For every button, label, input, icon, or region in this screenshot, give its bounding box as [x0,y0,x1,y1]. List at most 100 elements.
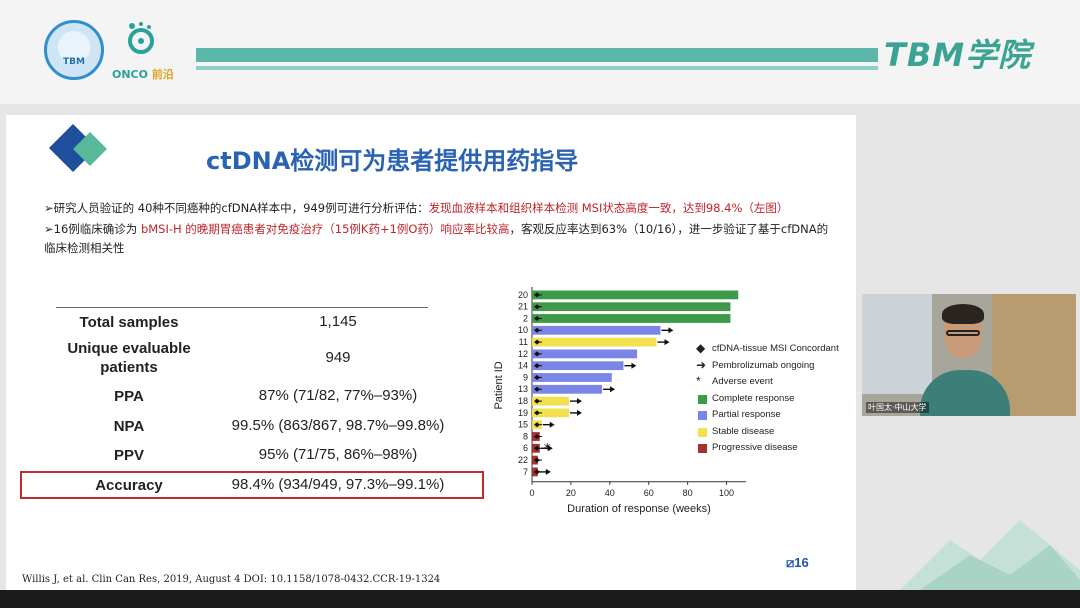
presenter-hair [942,304,984,324]
header-band: TBM ONCO 前沿 TBM学院 [0,0,1080,104]
ongoing-arrow-head [547,445,553,452]
citation: Willis J, et al. Clin Can Res, 2019, Aug… [22,574,441,585]
legend-label: Partial response [712,409,781,420]
bar [532,337,657,347]
row-value: 1,145 [319,313,357,330]
slide-title: ctDNA检测可为患者提供用药指导 [206,147,579,175]
slide: ctDNA检测可为患者提供用药指导 ➢研究人员验证的 40种不同癌种的cfDNA… [6,115,856,591]
bullet-2-highlight: bMSI-H 的晚期胃癌患者对免疫治疗（15例K药+1例O药）响应率比较高 [140,222,510,236]
y-tick-label: 9 [523,372,528,382]
bar [532,325,661,335]
legend-label: Adverse event [712,376,773,387]
y-tick-label: 12 [518,349,528,359]
y-tick-label: 6 [523,443,528,453]
legend-item: Complete response [696,393,839,410]
y-tick-label: 13 [518,384,528,394]
header-accent-bar [196,48,878,62]
adverse-event-star: * [544,441,551,457]
y-axis-label: Patient ID [493,361,505,409]
bar [532,314,731,323]
legend-swatch [698,427,707,437]
row-value: 99.5% (863/867, 98.7%–99.8%) [231,417,445,434]
ongoing-arrow-head [545,468,551,475]
onco-logo-text: ONCO 前沿 [112,66,174,82]
table-top-rule [56,307,428,308]
bar [532,373,612,382]
bullet-1-text: ➢研究人员验证的 40种不同癌种的cfDNA样本中，949例可进行分析评估： [44,201,429,215]
onco-logo-text-b: 前沿 [151,68,174,81]
legend-label: Stable disease [712,425,775,437]
row-label: Accuracy [95,477,163,494]
row-label: NPA [113,418,145,435]
header-accent-line [196,66,878,70]
legend-label: Progressive disease [712,442,798,453]
onco-logo-mark [128,22,154,54]
bullet-list: ➢研究人员验证的 40种不同癌种的cfDNA样本中，949例可进行分析评估：发现… [44,199,834,260]
y-tick-label: 14 [518,361,528,371]
presenter-glasses [946,330,980,336]
bar [532,396,569,406]
ongoing-arrow-head [610,386,616,393]
x-tick-label: 80 [683,488,693,498]
row-value: 87% (71/82, 77%–93%) [258,387,418,404]
y-tick-label: 22 [518,455,528,465]
y-tick-label: 19 [518,408,528,418]
legend-label: Pembrolizumab ongoing [712,359,815,371]
star-icon: * [696,374,701,388]
accuracy-highlight-box [20,471,484,499]
x-tick-label: 40 [605,488,615,498]
bar [532,349,638,359]
legend-item: ◆ cfDNA-tissue MSI Concordant [696,341,839,360]
y-tick-label: 10 [518,325,528,335]
y-tick-label: 15 [518,420,528,430]
ongoing-arrow-head [576,398,582,405]
brand-title: TBM学院 [884,36,1032,74]
webcam-window-bg [862,294,932,394]
duration-of-response-chart: 0 20 40 60 80 100 20 212 10 11 12 149 13 18 19 158 6 * 22 7… [493,287,746,515]
bar [532,408,569,418]
legend-label: cfDNA-tissue MSI Concordant [712,343,839,354]
webcam-feed: 叶国太·中山大学 [862,294,1076,416]
row-label: Unique evaluable patients [67,340,191,376]
legend-item: Progressive disease [696,442,839,459]
ongoing-arrow-head [668,327,674,334]
page-number: ⧄16 [786,555,809,571]
x-tick-label: 0 [529,488,534,498]
y-tick-label: 11 [519,337,528,347]
page-number-text: 16 [794,555,809,570]
presenter-name-tag: 叶国太·中山大学 [866,402,929,413]
y-tick-label: 18 [518,396,528,406]
bar [532,384,603,394]
x-tick-label: 100 [719,488,734,498]
bullet-2-text: ➢16例临床确诊为 [44,222,141,236]
bar [532,361,624,371]
page-icon: ⧄ [786,555,795,570]
bullet-2-tail: ，客观反应率达到63%（10/16），进一步验证了基于cfDNA的临床检测相关性 [44,222,829,255]
video-control-bar[interactable] [0,590,1080,608]
x-tick-label: 20 [566,488,576,498]
chart-legend: ◆ cfDNA-tissue MSI Concordant ➜ Pembrolizum… [696,341,839,459]
y-tick-label: 8 [523,431,528,441]
row-label: Total samples [79,314,179,331]
x-tick-label: 60 [644,488,654,498]
ongoing-arrow-head [549,421,555,428]
row-label: PPA [114,388,144,405]
tbm-society-logo: TBM [44,20,104,80]
row-value: 949 [325,349,351,366]
row-label: PPV [113,447,144,464]
row-value: 98.4% (934/949, 97.3%–99.1%) [231,476,445,493]
tbm-logo-text: TBM [63,57,85,67]
ongoing-arrow-head [576,409,582,416]
legend-swatch [698,411,707,420]
y-tick-label: 21 [518,302,528,312]
legend-item: * Adverse event [696,374,839,393]
legend-item: ➜ Pembrolizumab ongoing [696,358,839,377]
y-tick-label: 7 [523,467,528,477]
legend-swatch [698,444,707,453]
bullet-1: ➢研究人员验证的 40种不同癌种的cfDNA样本中，949例可进行分析评估：发现… [44,199,834,218]
bar [532,290,739,300]
ongoing-arrow-head [631,362,637,369]
ongoing-arrow-head [664,339,670,346]
bar [532,302,731,312]
bullet-1-highlight: 发现血液样本和组织样本检测 MSI状态高度一致，达到98.4%（左图） [428,201,789,215]
